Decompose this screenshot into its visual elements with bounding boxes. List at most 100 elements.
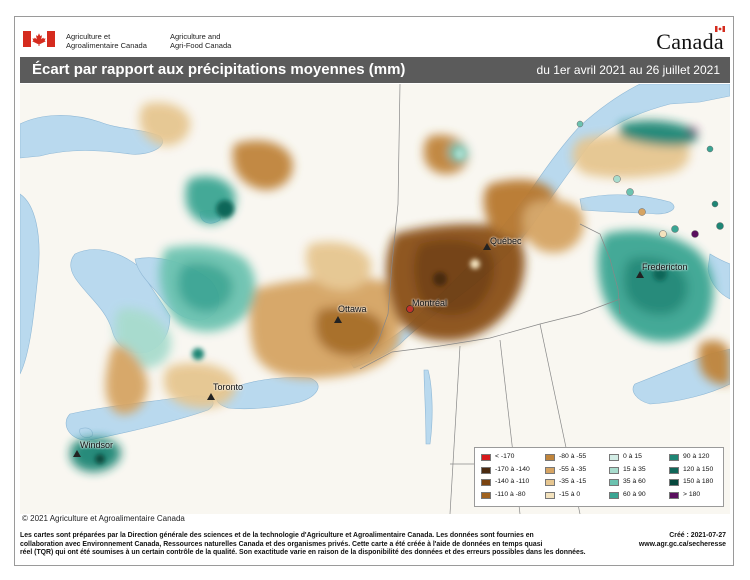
footer: Les cartes sont préparées par la Directi… <box>20 532 730 562</box>
legend-swatch <box>669 479 679 486</box>
region-windsor <box>70 437 121 472</box>
us-state-line <box>449 345 461 514</box>
city-markers <box>73 243 644 457</box>
canada-wordmark: Canada <box>656 26 725 55</box>
chaleur-bay <box>579 194 675 215</box>
region-algonquin <box>306 241 372 290</box>
text-line: Agriculture et <box>66 32 111 41</box>
anomaly-points <box>95 149 667 464</box>
station-dot <box>613 175 621 183</box>
legend-swatch <box>545 491 555 499</box>
lake-champlain <box>423 369 433 445</box>
legend-swatch <box>481 454 491 461</box>
map-legend: < -170 -170 à -140 -140 à -110 -110 à -8… <box>474 447 724 507</box>
region-lower-st-lawrence <box>522 199 584 253</box>
boundaries <box>359 84 720 514</box>
region-ottawa <box>315 307 384 356</box>
legend-swatch <box>609 479 619 486</box>
legend-label: < -170 <box>495 453 515 460</box>
city-label-montreal: Montréal <box>412 298 448 308</box>
station-dot <box>716 222 724 230</box>
footer-note: Les cartes sont préparées par la Directi… <box>20 532 610 558</box>
text-line: Agri-Food Canada <box>170 41 232 50</box>
legend-label: -140 à -110 <box>495 478 530 485</box>
region-north-bay <box>232 140 293 190</box>
precipitation-map <box>20 84 730 514</box>
legend-label: -110 à -80 <box>495 490 526 498</box>
legend-label: 150 à 180 <box>683 478 714 485</box>
legend-label: -170 à -140 <box>495 465 530 473</box>
legend-swatch <box>545 466 555 474</box>
text-line: réel (TQR) qui ont été soumises à un cer… <box>20 549 586 556</box>
created-date: Créé : 2021-07-27 <box>669 532 726 539</box>
quebec-nb-border <box>579 223 621 315</box>
legend-swatch <box>669 454 679 461</box>
legend-swatch <box>609 491 619 499</box>
region-sw-ontario-wet-core <box>177 262 233 312</box>
station-dot <box>576 120 584 128</box>
station-dots <box>576 120 724 238</box>
station-dot <box>711 200 719 208</box>
region-huron-shore <box>105 344 148 415</box>
windsor-marker <box>73 450 81 457</box>
city-label-windsor: Windsor <box>80 440 114 450</box>
text-line: Les cartes sont préparées par la Directi… <box>20 532 534 539</box>
map-period: du 1er avril 2021 au 26 juillet 2021 <box>536 63 720 77</box>
lake-ontario <box>216 377 319 410</box>
legend-swatch <box>481 479 491 486</box>
website-link[interactable]: www.agr.gc.ca/secheresse <box>638 540 726 548</box>
city-label-fredericton: Fredericton <box>642 262 688 272</box>
legend-label: 0 à 15 <box>623 453 642 460</box>
us-canada-border <box>359 298 621 370</box>
agency-name-fr: Agriculture et Agroalimentaire Canada <box>66 32 147 50</box>
station-dot <box>659 230 667 238</box>
legend-label: 90 à 120 <box>683 453 710 460</box>
legend-swatch <box>669 491 679 499</box>
legend-label: -15 à 0 <box>559 490 581 498</box>
legend-swatch <box>481 466 491 474</box>
title-bar: Écart par rapport aux précipitations moy… <box>20 57 730 83</box>
legend-label: -55 à -35 <box>559 465 587 473</box>
region-timmins <box>139 102 191 146</box>
legend-swatch <box>669 466 679 474</box>
toronto-marker <box>207 393 215 400</box>
legend-label: 15 à 35 <box>623 465 646 473</box>
map-title: Écart par rapport aux précipitations moy… <box>32 61 406 78</box>
city-label-quebec: Québec <box>490 236 522 246</box>
region-toronto <box>163 362 237 409</box>
anomaly-point <box>433 272 447 286</box>
legend-swatch <box>481 491 491 499</box>
map-area: Québec Ottawa Montréal Toronto Windsor F… <box>20 84 730 514</box>
station-dot <box>626 188 634 196</box>
legend-swatch <box>545 479 555 486</box>
agency-name-en: Agriculture and Agri-Food Canada <box>170 32 231 50</box>
legend-swatch <box>609 454 619 461</box>
legend-swatch <box>545 454 555 461</box>
copyright: © 2021 Agriculture et Agroalimentaire Ca… <box>22 514 185 523</box>
legend-swatch <box>609 466 619 474</box>
station-dot <box>691 230 699 238</box>
ontario-quebec-border <box>369 84 401 355</box>
anomaly-point <box>192 348 204 360</box>
header: Agriculture et Agroalimentaire Canada Ag… <box>20 26 730 54</box>
quebec-marker <box>483 243 491 250</box>
lake-michigan <box>20 193 40 375</box>
legend-label: 35 à 60 <box>623 478 646 485</box>
text-line: collaboration avec Environnement Canada,… <box>20 540 543 548</box>
legend-label: -80 à -55 <box>559 453 587 460</box>
montreal-marker <box>406 305 414 313</box>
legend-label: -35 à -15 <box>559 478 587 485</box>
anomaly-point <box>216 200 234 218</box>
station-dot <box>706 145 714 153</box>
legend-label: 60 à 90 <box>623 490 646 498</box>
legend-label: 120 à 150 <box>683 465 714 473</box>
city-label-toronto: Toronto <box>213 382 244 392</box>
station-dot <box>638 208 646 216</box>
anomaly-point <box>95 454 105 464</box>
map-frame <box>14 16 734 566</box>
city-label-ottawa: Ottawa <box>338 304 367 314</box>
legend-label: > 180 <box>683 490 701 498</box>
region-gaspe-extreme <box>688 127 698 136</box>
footer-created: Créé : 2021-07-27 www.agr.gc.ca/secheres… <box>639 532 726 549</box>
region-nova-scotia-dry <box>698 340 730 385</box>
